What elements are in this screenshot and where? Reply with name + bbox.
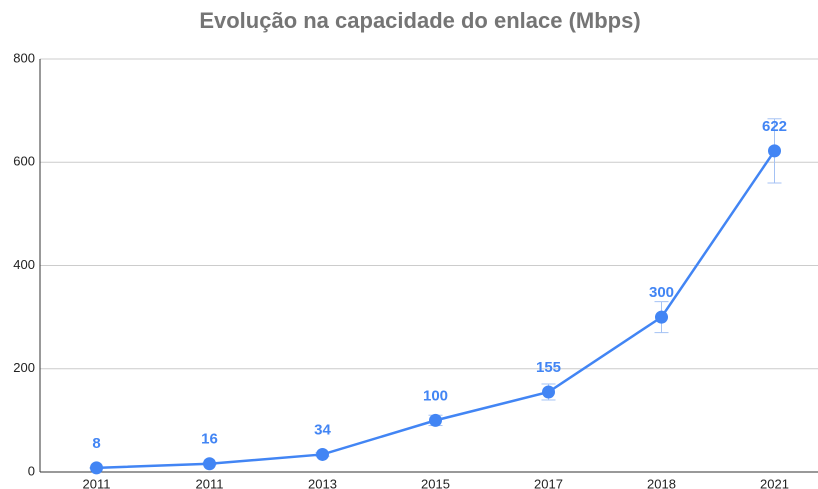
point	[542, 385, 555, 399]
x-tick-label: 2017	[534, 476, 563, 489]
y-tick-label: 0	[28, 463, 35, 478]
data-label: 100	[423, 387, 448, 404]
y-tick-label: 800	[13, 50, 35, 65]
data-label: 622	[762, 118, 787, 135]
point	[768, 144, 781, 158]
x-tick-label: 2011	[83, 476, 111, 489]
data-label: 300	[649, 284, 674, 301]
y-tick-label: 600	[13, 154, 35, 169]
point	[429, 413, 442, 427]
point	[90, 461, 103, 475]
data-label: 34	[314, 421, 331, 438]
x-tick-label: 2018	[647, 476, 676, 489]
x-tick-label: 2011	[196, 476, 224, 489]
y-tick-label: 200	[13, 360, 35, 375]
data-label: 8	[92, 435, 100, 452]
point	[316, 447, 329, 461]
data-label: 155	[536, 359, 561, 376]
chart-title: Evolução na capacidade do enlace (Mbps)	[199, 8, 640, 33]
point	[655, 310, 668, 324]
x-tick-label: 2021	[760, 476, 789, 489]
x-tick-label: 2013	[308, 476, 337, 489]
point	[203, 457, 216, 471]
x-tick-label: 2015	[421, 476, 450, 489]
y-tick-label: 400	[13, 257, 35, 272]
data-label: 16	[201, 431, 218, 448]
